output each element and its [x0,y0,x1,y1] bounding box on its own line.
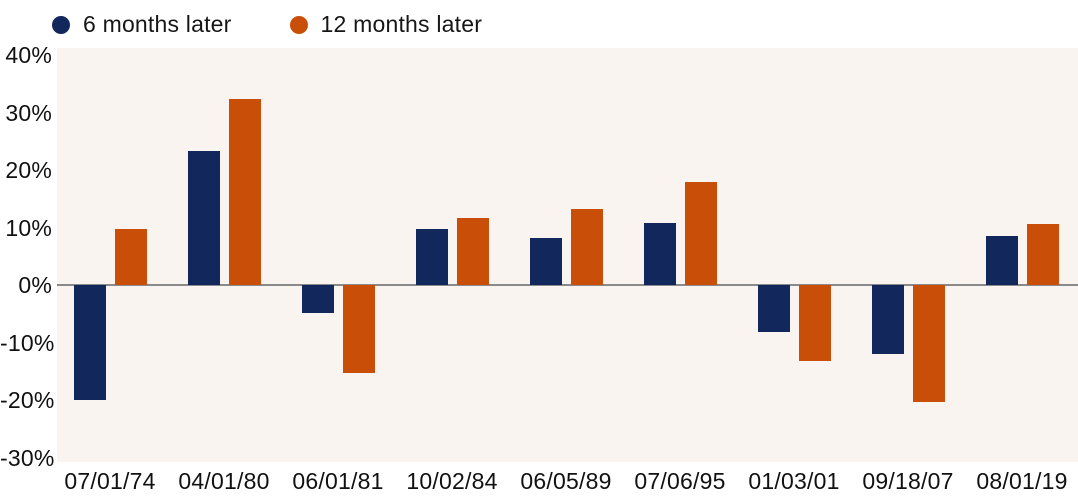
bar-12-months-later [570,208,603,286]
bar-6-months-later [871,285,904,355]
legend-item-6-months: 6 months later [52,13,232,36]
plot-area [57,48,1078,462]
legend-label-12-months: 12 months later [320,11,483,37]
legend-label-6-months: 6 months later [83,11,232,37]
bar-12-months-later [684,181,717,286]
bar-12-months-later [1026,223,1059,286]
bar-6-months-later [73,285,106,401]
bar-6-months-later [301,285,334,313]
bar-6-months-later [529,238,562,286]
bar-12-months-later [228,99,261,286]
x-axis-label: 06/01/81 [292,468,384,494]
x-axis-label: 01/03/01 [748,468,840,494]
legend-dot-12-months-icon [289,15,308,34]
chart-legend: 6 months later 12 months later [52,13,482,36]
x-axis-label: 07/01/74 [64,468,156,494]
bar-12-months-later [912,285,945,402]
bar-12-months-later [456,217,489,286]
y-axis-label: 40% [5,42,52,68]
bar-12-months-later [342,285,375,374]
x-axis-label: 07/06/95 [634,468,726,494]
legend-dot-6-months-icon [52,15,70,34]
y-axis-label: -10% [0,329,55,356]
bar-12-months-later [114,229,147,286]
x-axis-label: 08/01/19 [976,468,1068,494]
y-axis-label: 20% [5,157,52,184]
y-axis-label: -20% [0,387,55,414]
y-axis-label: 10% [5,214,52,241]
x-axis-label: 09/18/07 [862,468,954,494]
x-axis-label: 10/02/84 [406,468,498,494]
y-axis-label: 0% [18,272,52,299]
y-axis-label: -30% [0,445,55,471]
bar-6-months-later [187,151,220,286]
bar-6-months-later [643,223,676,286]
zero-gridline [57,284,1078,287]
bar-12-months-later [798,285,831,361]
bar-6-months-later [757,285,790,333]
x-axis-label: 04/01/80 [178,468,270,494]
bar-6-months-later [415,228,448,286]
y-axis-label: 30% [5,99,52,126]
bar-6-months-later [985,235,1018,286]
x-axis-label: 06/05/89 [520,468,612,494]
legend-item-12-months: 12 months later [289,11,483,37]
